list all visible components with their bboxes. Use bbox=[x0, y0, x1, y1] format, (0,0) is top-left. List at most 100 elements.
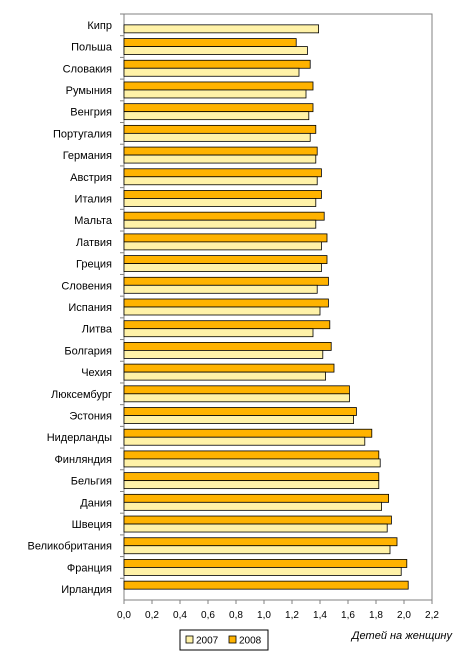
x-tick-label: 0,6 bbox=[201, 610, 215, 621]
bar-2007 bbox=[123, 480, 380, 490]
x-tick-label: 1,2 bbox=[285, 610, 299, 621]
bar-2008 bbox=[123, 276, 329, 286]
x-tick-label: 1,6 bbox=[341, 610, 355, 621]
category-label: Ирландия bbox=[61, 584, 112, 596]
category-label: Чехия bbox=[81, 367, 112, 379]
bar-2007 bbox=[123, 350, 324, 359]
x-tick-label: 2,0 bbox=[397, 610, 411, 621]
legend-label-2008: 2008 bbox=[239, 636, 262, 647]
bar-2008 bbox=[123, 342, 332, 351]
category-label: Греция bbox=[76, 259, 112, 271]
bar-2008 bbox=[123, 81, 314, 91]
bar-2008 bbox=[123, 493, 390, 503]
legend: 2007 2008 bbox=[179, 629, 269, 651]
bar-2008 bbox=[123, 559, 408, 568]
bar-2007 bbox=[123, 458, 381, 468]
bar-2008 bbox=[123, 124, 317, 134]
category-label: Литва bbox=[82, 324, 113, 336]
category-label: Финляндия bbox=[54, 454, 112, 466]
category-label: Испания bbox=[68, 302, 112, 314]
category-label: Франция bbox=[67, 562, 112, 574]
bar-2007 bbox=[123, 545, 391, 555]
category-label: Латвия bbox=[76, 237, 112, 249]
legend-box bbox=[179, 629, 269, 651]
bar-2007 bbox=[123, 132, 311, 142]
category-label: Австрия bbox=[70, 172, 112, 184]
bar-2008 bbox=[123, 385, 350, 395]
bar-2007 bbox=[123, 24, 320, 34]
bar-2007 bbox=[123, 67, 300, 77]
bar-2007 bbox=[123, 306, 321, 316]
bar-2007 bbox=[123, 219, 317, 229]
category-label: Румыния bbox=[66, 85, 112, 97]
bar-2007 bbox=[123, 501, 383, 511]
bar-2007 bbox=[123, 371, 327, 381]
bar-2008 bbox=[123, 363, 335, 373]
x-tick-label: 2,2 bbox=[425, 610, 439, 621]
bar-2008 bbox=[123, 407, 357, 416]
bars-group bbox=[123, 24, 409, 590]
legend-label-2007: 2007 bbox=[196, 636, 219, 647]
bar-2008 bbox=[123, 38, 297, 47]
category-label: Португалия bbox=[53, 128, 112, 140]
category-label: Словакия bbox=[63, 63, 112, 75]
category-label: Мальта bbox=[74, 215, 113, 227]
bar-2008 bbox=[123, 428, 373, 438]
category-label: Италия bbox=[75, 193, 113, 205]
x-tick-label: 0,8 bbox=[229, 610, 243, 621]
legend-swatch-2008 bbox=[228, 635, 237, 644]
bar-2007 bbox=[123, 89, 307, 99]
category-label: Нидерланды bbox=[47, 432, 112, 444]
bar-2008 bbox=[123, 190, 322, 199]
x-axis-ticks: 0,0 0,2 0,4 0,6 0,8 1,0 1,2 1,4 1,6 1,8 2,0 2,2 bbox=[117, 13, 439, 621]
bar-2008 bbox=[123, 298, 329, 308]
category-label: Венгрия bbox=[70, 107, 112, 119]
category-label: Словения bbox=[61, 280, 112, 292]
bar-2007 bbox=[123, 263, 322, 272]
category-label: Кипр bbox=[87, 20, 112, 32]
category-label: Люксембург bbox=[51, 389, 112, 401]
category-label: Швеция bbox=[72, 519, 112, 531]
x-tick-label: 1,4 bbox=[313, 610, 327, 621]
x-tick-label: 0,0 bbox=[117, 610, 131, 621]
bar-2007 bbox=[123, 176, 318, 186]
bar-2008 bbox=[123, 59, 311, 69]
bar-2008 bbox=[123, 255, 328, 264]
bar-2008 bbox=[123, 580, 409, 590]
x-tick-label: 0,4 bbox=[173, 610, 187, 621]
bar-2007 bbox=[123, 111, 310, 121]
bar-2007 bbox=[123, 154, 317, 164]
bar-2007 bbox=[123, 46, 308, 55]
category-label: Болгария bbox=[64, 345, 112, 357]
bar-2007 bbox=[123, 198, 317, 207]
category-label: Эстония bbox=[69, 411, 112, 423]
legend-swatch-2007 bbox=[185, 635, 194, 644]
bar-2007 bbox=[123, 415, 355, 424]
bar-2008 bbox=[123, 233, 328, 243]
category-label: Польша bbox=[71, 42, 113, 54]
bar-2007 bbox=[123, 523, 388, 533]
x-tick-label: 1,0 bbox=[257, 610, 271, 621]
bar-2008 bbox=[123, 472, 380, 482]
bar-2008 bbox=[123, 211, 325, 221]
category-label: Бельгия bbox=[71, 476, 112, 488]
bar-2007 bbox=[123, 393, 350, 403]
bar-2007 bbox=[123, 436, 366, 446]
bar-2007 bbox=[123, 284, 318, 294]
bar-2008 bbox=[123, 537, 398, 547]
x-axis-title: Детей на женщину bbox=[350, 630, 454, 642]
bar-2007 bbox=[123, 241, 322, 251]
x-tick-label: 1,8 bbox=[369, 610, 383, 621]
bar-2008 bbox=[123, 146, 318, 156]
bar-2008 bbox=[123, 168, 322, 178]
x-tick-label: 0,2 bbox=[145, 610, 159, 621]
bar-2007 bbox=[123, 328, 314, 338]
bar-2008 bbox=[123, 320, 331, 330]
bar-2008 bbox=[123, 450, 380, 460]
bar-2007 bbox=[123, 567, 402, 576]
bar-2008 bbox=[123, 515, 392, 525]
category-label: Великобритания bbox=[28, 541, 113, 553]
bar-2008 bbox=[123, 103, 314, 113]
category-label: Германия bbox=[63, 150, 112, 162]
